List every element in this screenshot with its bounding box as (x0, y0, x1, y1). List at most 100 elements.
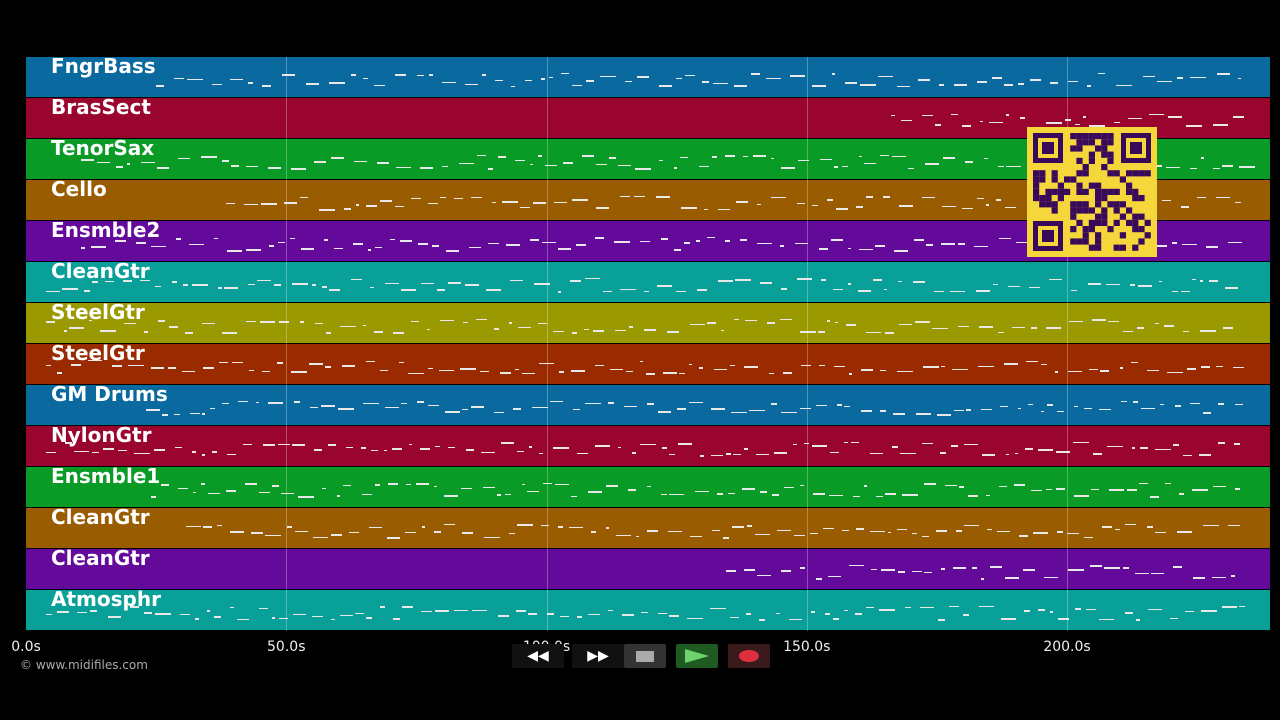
note-mark (618, 447, 621, 448)
note-mark (284, 202, 297, 204)
note-mark (502, 201, 518, 203)
note-mark (1031, 490, 1042, 491)
track-lane[interactable]: CleanGtr (26, 262, 1270, 302)
note-mark (471, 197, 482, 198)
note-mark (344, 208, 351, 210)
note-mark (174, 78, 184, 79)
note-mark (981, 578, 984, 580)
note-mark (328, 444, 336, 446)
note-mark (222, 160, 229, 162)
note-mark (829, 495, 843, 496)
note-mark (1023, 569, 1035, 571)
note-mark (370, 287, 374, 288)
note-mark (914, 239, 924, 241)
note-mark (1140, 447, 1148, 449)
note-mark (622, 614, 634, 616)
note-mark (1068, 371, 1082, 372)
note-mark (584, 329, 589, 330)
note-mark (395, 74, 406, 76)
note-mark (656, 196, 670, 198)
note-mark (312, 284, 316, 286)
note-mark (833, 618, 839, 620)
track-lane[interactable]: Ensmble1 (26, 467, 1270, 507)
note-mark (1239, 166, 1255, 168)
note-mark (811, 611, 815, 613)
play-button[interactable] (676, 644, 718, 668)
note-mark (897, 529, 907, 530)
stop-button[interactable] (624, 644, 666, 668)
track-lane[interactable]: SteelGtr (26, 344, 1270, 384)
note-mark (620, 196, 630, 197)
note-mark (744, 569, 755, 571)
note-mark (1147, 370, 1159, 371)
track-lane[interactable]: GM Drums (26, 385, 1270, 425)
track-label: Cello (51, 180, 107, 201)
note-mark (1114, 122, 1120, 123)
note-mark (515, 160, 525, 161)
note-mark (997, 531, 1010, 532)
note-mark (974, 246, 988, 247)
note-mark (427, 329, 430, 330)
fast-forward-button[interactable]: ▶▶ (572, 644, 624, 668)
rewind-button[interactable]: ◀◀ (512, 644, 564, 668)
note-mark (845, 82, 857, 84)
note-mark (380, 200, 392, 202)
track-lane[interactable]: CleanGtr (26, 508, 1270, 548)
note-mark (634, 196, 645, 197)
note-mark (730, 617, 739, 618)
note-mark (760, 282, 772, 284)
note-mark (154, 449, 165, 451)
note-mark (595, 445, 610, 447)
note-mark (571, 496, 577, 497)
note-mark (641, 612, 648, 613)
note-mark (844, 442, 848, 443)
note-mark (880, 155, 889, 156)
note-mark (1235, 202, 1241, 203)
note-mark (1008, 286, 1020, 287)
track-lane[interactable]: Atmosphr (26, 590, 1270, 630)
note-mark (144, 612, 152, 614)
note-mark (406, 484, 411, 485)
note-mark (756, 454, 769, 455)
note-mark (1038, 449, 1053, 451)
note-mark (180, 614, 190, 615)
note-mark (459, 163, 474, 164)
note-mark (1231, 575, 1235, 577)
note-mark (990, 566, 1002, 568)
note-mark (444, 524, 455, 525)
note-mark (1092, 319, 1106, 321)
note-mark (1041, 411, 1044, 412)
note-mark (1025, 448, 1033, 450)
track-lane[interactable]: CleanGtr (26, 549, 1270, 589)
note-mark (463, 322, 468, 323)
note-mark (823, 528, 834, 529)
note-mark (498, 615, 509, 617)
note-mark (334, 248, 343, 249)
note-mark (388, 483, 398, 485)
note-mark (1005, 207, 1016, 208)
time-tick-label: 50.0s (267, 639, 306, 655)
note-mark (244, 204, 258, 205)
note-mark (1155, 532, 1166, 533)
note-mark (1121, 401, 1127, 402)
note-mark (875, 245, 885, 247)
note-mark (1200, 280, 1203, 282)
note-mark (674, 249, 681, 251)
note-mark (401, 403, 407, 404)
record-button[interactable] (728, 644, 770, 668)
track-lane[interactable]: NylonGtr (26, 426, 1270, 466)
note-mark (351, 74, 356, 76)
note-mark (545, 165, 557, 166)
note-mark (324, 239, 328, 241)
note-mark (528, 613, 537, 615)
note-mark (725, 240, 730, 242)
track-lane[interactable]: FngrBass (26, 57, 1270, 97)
note-mark (861, 369, 873, 371)
track-lane[interactable]: SteelGtr (26, 303, 1270, 343)
note-mark (1155, 449, 1171, 450)
note-mark (1099, 619, 1114, 620)
note-mark (331, 157, 344, 159)
note-mark (1150, 496, 1159, 498)
note-mark (442, 82, 456, 83)
note-mark (517, 524, 533, 526)
